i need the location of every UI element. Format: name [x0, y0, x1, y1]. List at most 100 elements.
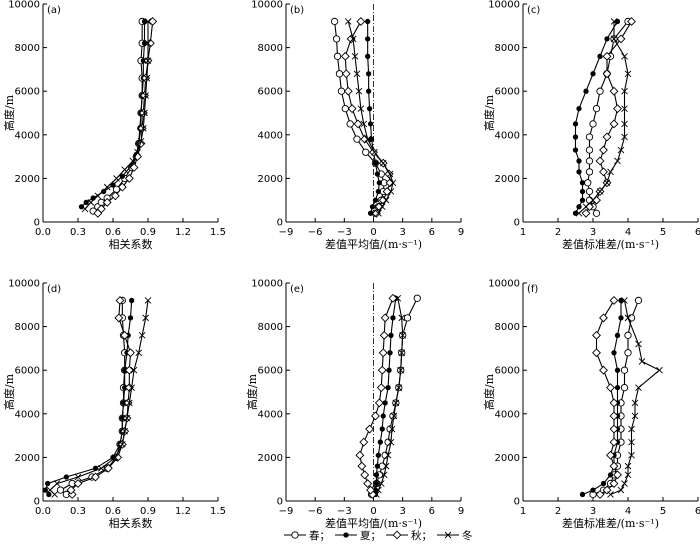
y-tick-label: 4000	[258, 130, 283, 141]
data-point	[359, 437, 369, 447]
legend-item: 秋；	[386, 529, 432, 542]
data-point	[374, 463, 381, 469]
data-point	[356, 17, 366, 26]
x-tick-label: 9	[458, 506, 464, 517]
data-point	[624, 462, 632, 470]
data-point	[592, 330, 601, 340]
data-point	[380, 313, 390, 323]
data-point	[377, 480, 385, 487]
y-tick-label: 6000	[258, 366, 283, 377]
x-tick-label: 0.9	[140, 227, 156, 238]
data-point	[599, 313, 608, 323]
data-point	[385, 384, 391, 391]
series-秋	[340, 17, 395, 218]
data-point	[382, 196, 390, 204]
series-line	[92, 21, 143, 212]
data-point	[616, 34, 626, 44]
data-point	[604, 36, 610, 42]
data-point	[627, 17, 636, 26]
data-point	[144, 18, 152, 25]
data-point	[375, 452, 382, 458]
data-point	[353, 119, 363, 129]
data-point	[386, 170, 394, 178]
series-line	[334, 21, 385, 214]
panel-label: (d)	[47, 284, 61, 295]
series-line	[585, 21, 632, 214]
y-tick-label: 0	[277, 218, 283, 229]
data-point	[389, 412, 397, 420]
data-point	[609, 398, 619, 408]
data-point	[126, 348, 135, 358]
data-point	[607, 491, 614, 498]
panel-label: (e)	[290, 284, 304, 295]
data-point	[581, 208, 591, 218]
x-tick-label: 1.2	[175, 227, 191, 238]
series-line	[374, 298, 397, 495]
data-point	[372, 160, 379, 166]
data-point	[621, 105, 628, 112]
data-point	[596, 87, 604, 95]
data-point	[589, 196, 597, 204]
data-point	[614, 367, 621, 373]
data-point	[576, 169, 582, 175]
data-point	[144, 39, 152, 47]
x-axis-title: 差值标准差/(m·s⁻¹)	[562, 516, 659, 530]
y-tick-label: 0	[34, 218, 40, 229]
x-tick-label: 4	[625, 227, 631, 238]
data-point	[365, 71, 372, 77]
x-tick-label: 2	[555, 506, 561, 517]
data-point	[585, 168, 594, 176]
x-tick-label: −3	[337, 506, 352, 517]
data-point	[115, 296, 125, 305]
data-point	[621, 87, 628, 95]
data-point	[379, 159, 387, 167]
data-point	[373, 472, 380, 478]
data-point	[575, 209, 583, 217]
data-point	[596, 188, 604, 195]
data-point	[73, 479, 83, 488]
data-point	[628, 425, 635, 433]
data-point	[346, 34, 356, 44]
data-point	[606, 450, 615, 460]
data-point	[365, 88, 372, 94]
data-point	[74, 473, 82, 481]
y-axis-title: 高度/m	[482, 94, 496, 131]
x-tick-label: 9	[458, 227, 464, 238]
data-point	[607, 472, 614, 478]
panel-label: (f)	[527, 284, 538, 295]
panel-label: (a)	[47, 5, 61, 16]
data-point	[360, 470, 370, 480]
y-tick-label: 2000	[258, 453, 283, 464]
data-point	[585, 133, 594, 141]
data-point	[379, 330, 389, 340]
data-point	[621, 120, 628, 128]
data-point	[631, 412, 639, 420]
series-冬	[46, 297, 152, 498]
series-line	[81, 21, 146, 208]
data-point	[614, 384, 621, 391]
x-tick-label: 0.6	[105, 506, 121, 517]
data-point	[395, 384, 403, 391]
series-line	[44, 300, 133, 495]
data-point	[635, 384, 642, 391]
y-tick-label: 6000	[15, 366, 40, 377]
legend-marker	[343, 532, 349, 538]
data-point	[129, 163, 139, 172]
data-point	[351, 53, 359, 60]
data-point	[94, 192, 102, 200]
data-point	[609, 424, 619, 434]
data-point	[337, 87, 346, 95]
data-point	[413, 294, 421, 302]
legend-label: 冬	[462, 529, 473, 542]
y-tick-label: 2000	[258, 174, 283, 185]
data-point	[656, 366, 663, 374]
series-春	[89, 17, 146, 215]
x-tick-label: 3	[399, 506, 405, 517]
data-point	[390, 412, 398, 420]
data-point	[87, 199, 95, 206]
data-point	[618, 297, 624, 304]
data-point	[375, 486, 382, 494]
data-point	[613, 104, 622, 114]
x-tick-label: 3	[590, 506, 596, 517]
data-point	[387, 350, 393, 356]
